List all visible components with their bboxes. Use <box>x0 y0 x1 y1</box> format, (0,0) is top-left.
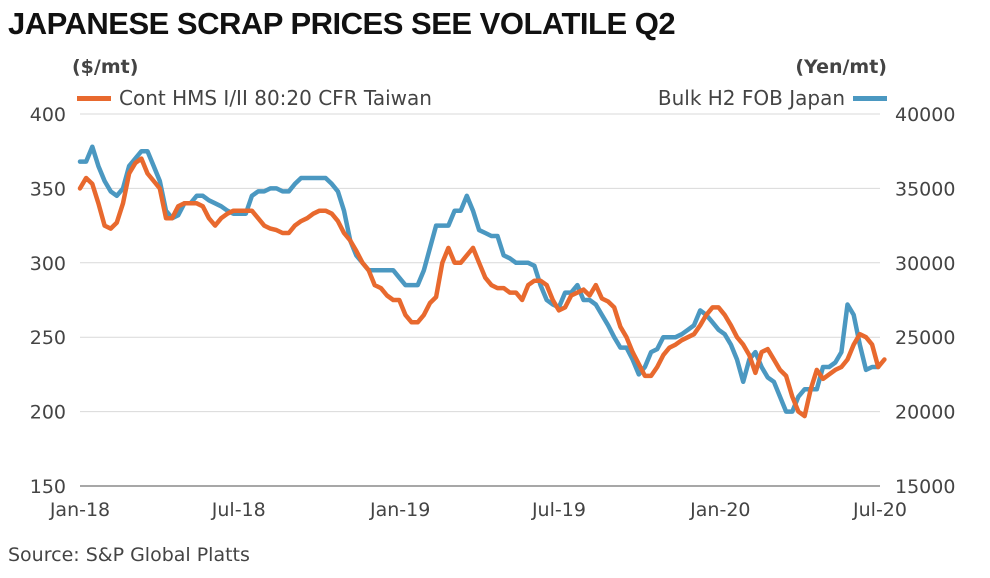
x-tick-label: Jan-18 <box>49 499 110 521</box>
legend-series-1: Cont HMS I/II 80:20 CFR Taiwan <box>77 86 432 110</box>
legend-series-2: Bulk H2 FOB Japan <box>658 86 887 110</box>
x-tick-label: Jan-20 <box>689 499 750 521</box>
legend-label-series-2: Bulk H2 FOB Japan <box>657 86 845 110</box>
y-left-tick-label: 200 <box>30 402 66 424</box>
y-left-tick-label: 300 <box>30 253 66 275</box>
legend-swatch-series-2 <box>853 95 887 101</box>
y-right-tick-label: 30000 <box>895 253 955 275</box>
x-tick-label: Jul-18 <box>211 499 266 521</box>
y-right-tick-label: 20000 <box>895 402 955 424</box>
x-tick-label: Jan-19 <box>369 499 430 521</box>
right-axis-unit: (Yen/mt) <box>795 56 887 78</box>
legend-swatch-series-1 <box>77 95 111 101</box>
y-left-tick-label: 350 <box>30 178 66 200</box>
x-tick-label: Jul-20 <box>852 499 907 521</box>
chart-title: JAPANESE SCRAP PRICES SEE VOLATILE Q2 <box>8 6 676 41</box>
left-axis-unit: ($/mt) <box>72 56 139 78</box>
series-line-1 <box>77 156 887 419</box>
y-right-tick-label: 35000 <box>895 178 955 200</box>
source-note: Source: S&P Global Platts <box>8 544 250 566</box>
x-tick-label: Jul-19 <box>531 499 586 521</box>
y-right-tick-label: 40000 <box>895 104 955 126</box>
y-right-tick-label: 15000 <box>895 476 955 498</box>
y-left-tick-label: 150 <box>30 476 66 498</box>
series-line-2 <box>77 144 881 414</box>
y-left-tick-label: 250 <box>30 327 66 349</box>
legend-label-series-1: Cont HMS I/II 80:20 CFR Taiwan <box>119 86 432 110</box>
y-left-tick-label: 400 <box>30 104 66 126</box>
y-right-tick-label: 25000 <box>895 327 955 349</box>
